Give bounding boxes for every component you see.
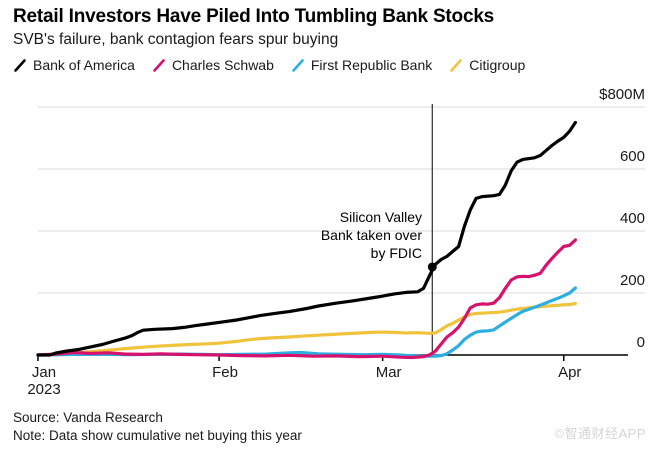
event-annotation-line: Bank taken over xyxy=(320,227,422,243)
legend-item-first-republic-bank: First Republic Bank xyxy=(291,57,432,73)
legend-slash-icon xyxy=(153,58,165,72)
y-axis-label-600: 600 xyxy=(619,148,645,165)
y-axis-label-800: $800M xyxy=(599,86,645,103)
x-axis-label-apr: Apr xyxy=(558,364,582,381)
y-axis-label-400: 400 xyxy=(619,210,645,227)
legend-label: Citigroup xyxy=(469,57,526,73)
legend-item-citigroup: Citigroup xyxy=(449,57,525,73)
legend-label: First Republic Bank xyxy=(310,57,433,73)
legend-slash-icon xyxy=(14,58,26,72)
series-line-citigroup xyxy=(36,301,578,357)
footnotes: Source: Vanda Research Note: Data show c… xyxy=(13,409,302,445)
series-line-bank-of-america xyxy=(36,120,578,357)
series-line-charles-schwab xyxy=(36,238,578,360)
chart-subtitle: SVB's failure, bank contagion fears spur… xyxy=(13,31,339,48)
x-axis-label-jan: Jan 2023 xyxy=(27,364,61,398)
x-axis-label-feb: Feb xyxy=(212,364,239,381)
source-note: Source: Vanda Research xyxy=(13,410,163,425)
legend-slash-icon xyxy=(450,58,463,72)
event-annotation-line: Silicon Valley xyxy=(339,209,422,225)
legend: Bank of America Charles Schwab First Repub… xyxy=(13,57,542,73)
y-axis-label-0: 0 xyxy=(636,334,645,351)
event-annotation-line: by FDIC xyxy=(370,245,422,261)
event-annotation: Silicon Valley Bank taken over by FDIC xyxy=(321,208,422,262)
legend-slash-icon xyxy=(292,58,304,72)
legend-item-bank-of-america: Bank of America xyxy=(13,57,135,73)
data-note: Note: Data show cumulative net buying th… xyxy=(13,428,302,443)
legend-label: Charles Schwab xyxy=(171,57,274,73)
watermark: ©智通财经APP xyxy=(554,426,646,441)
y-axis-label-200: 200 xyxy=(619,272,645,289)
legend-item-charles-schwab: Charles Schwab xyxy=(152,57,274,73)
legend-label: Bank of America xyxy=(33,57,135,73)
series-line-first-republic-bank xyxy=(36,286,578,358)
chart-title: Retail Investors Have Piled Into Tumblin… xyxy=(13,6,495,27)
x-axis-label-mar: Mar xyxy=(375,364,402,381)
svb-event-marker-dot xyxy=(427,262,437,272)
